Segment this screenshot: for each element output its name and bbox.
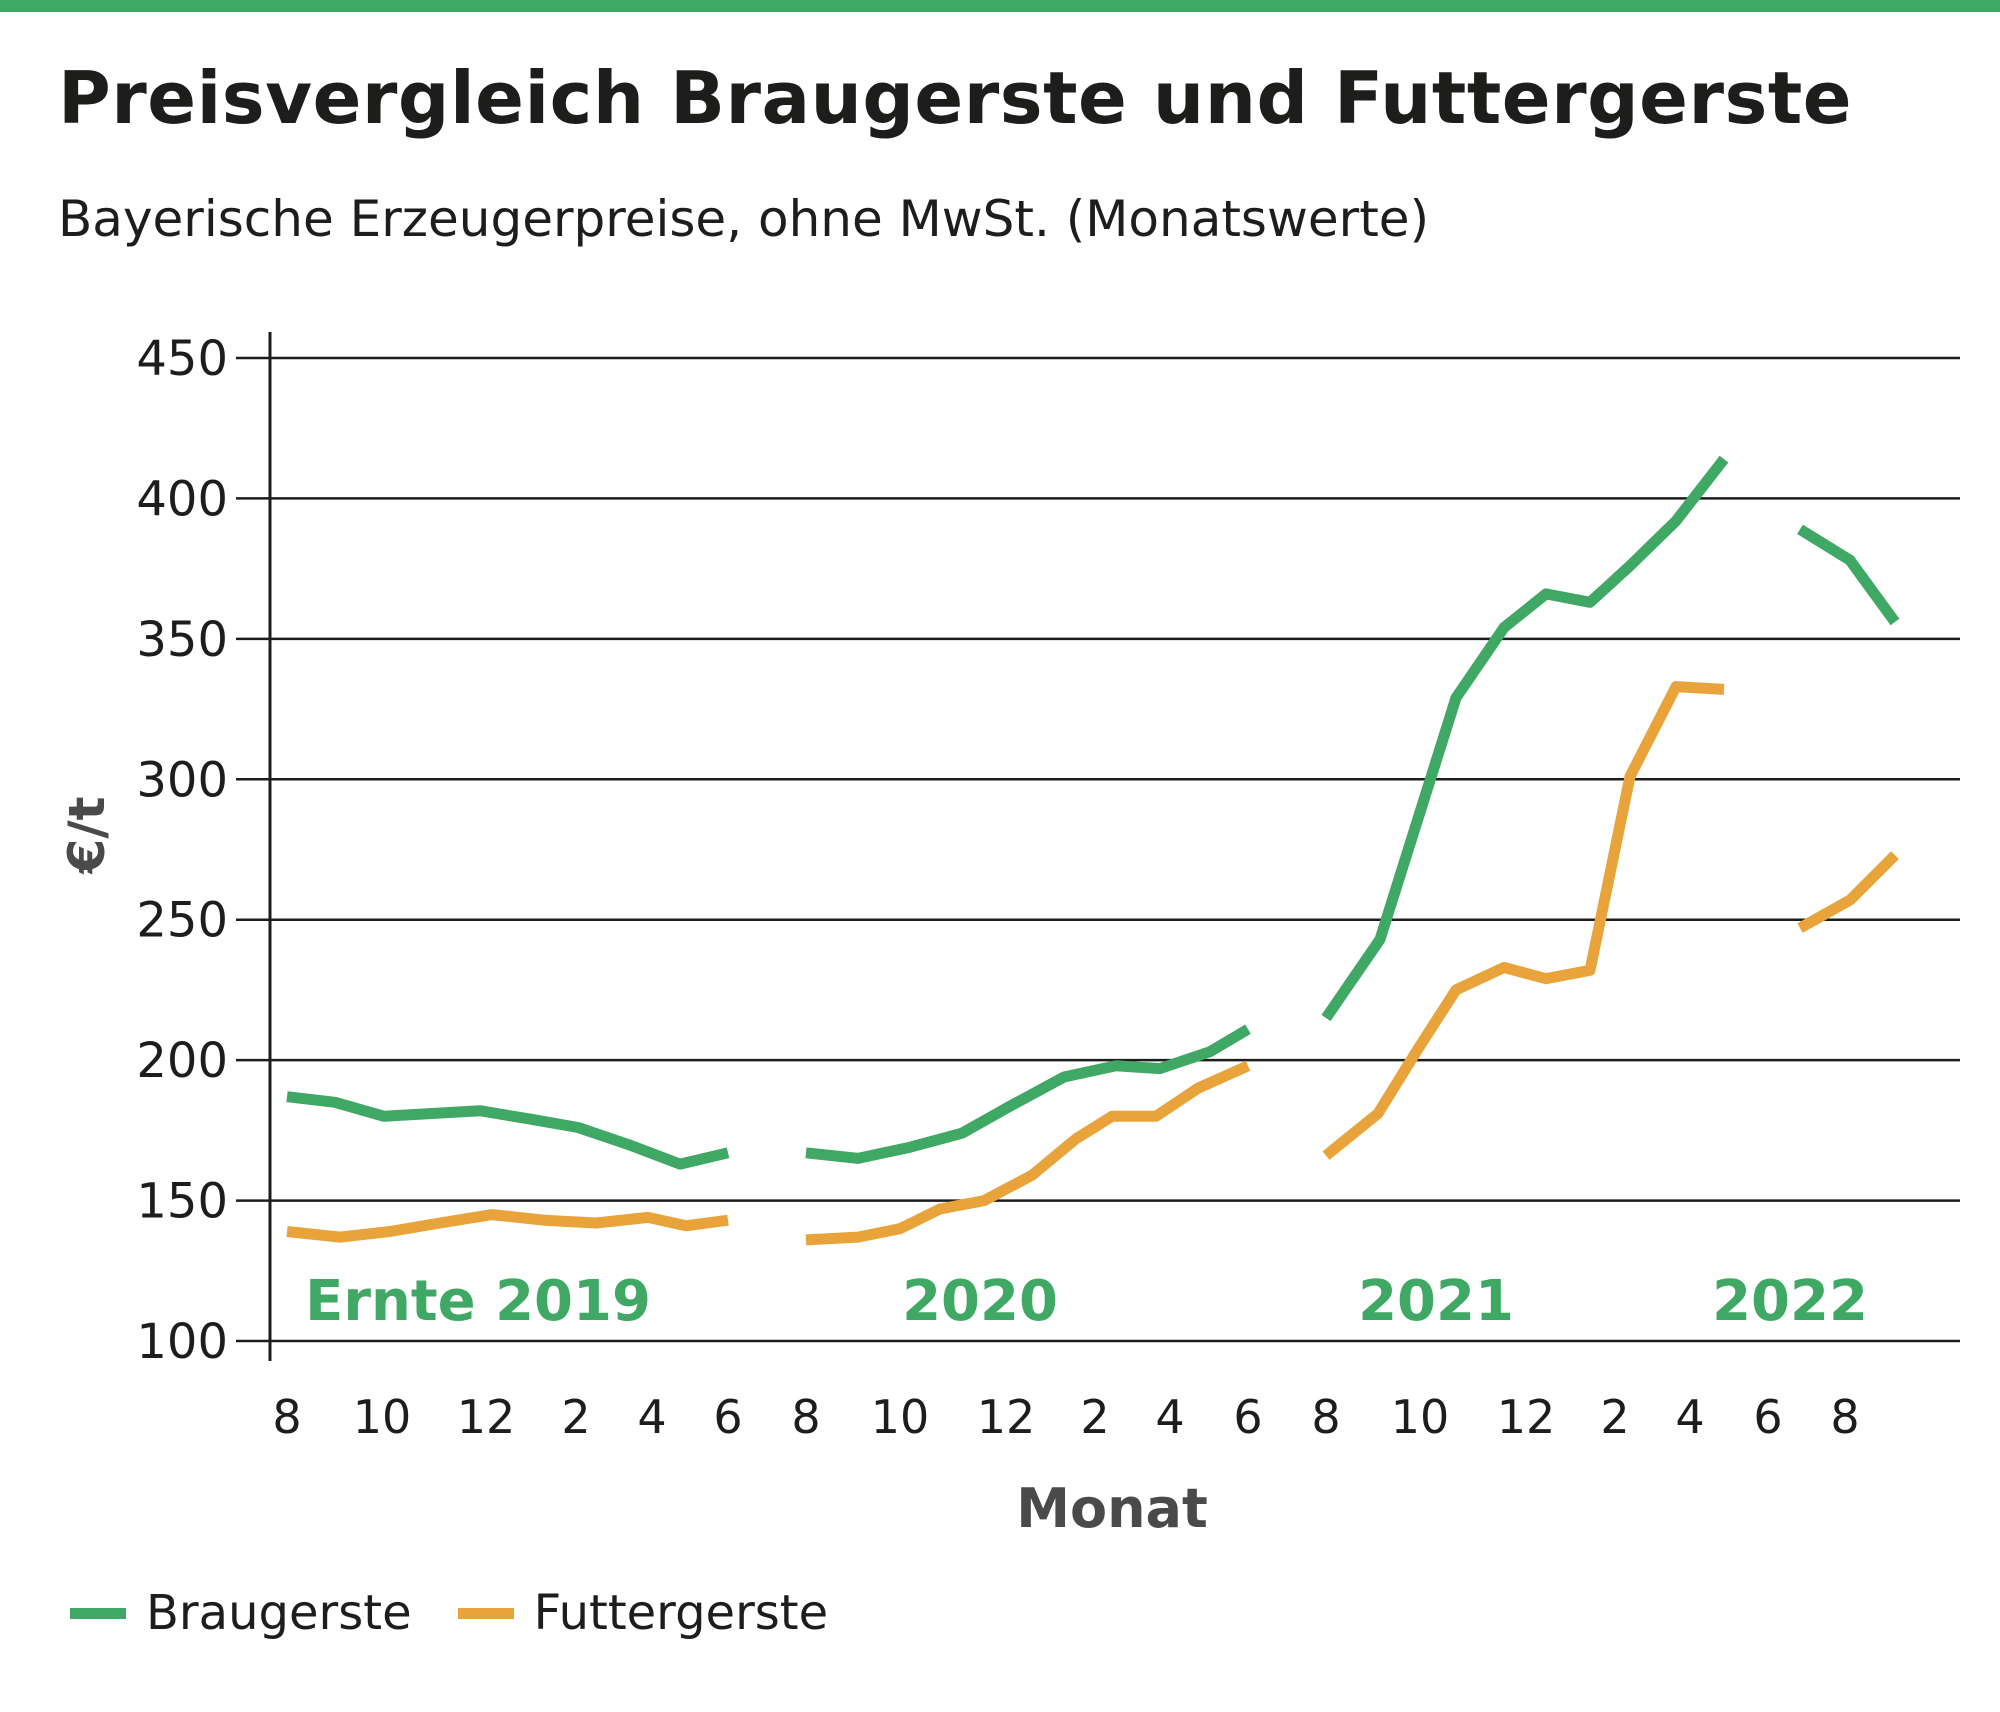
x-tick-label: 4 bbox=[1675, 1390, 1704, 1444]
series-line-futtergerste-1 bbox=[805, 1060, 1251, 1246]
x-tick-label: 2 bbox=[1600, 1390, 1629, 1444]
legend-swatch-braugerste bbox=[70, 1607, 126, 1619]
season-label: 2021 bbox=[1358, 1269, 1514, 1334]
series-line-braugerste-0 bbox=[286, 1091, 730, 1170]
y-tick-label: 200 bbox=[136, 1033, 228, 1089]
chart-subtitle: Bayerische Erzeugerpreise, ohne MwSt. (M… bbox=[58, 190, 1430, 248]
y-tick-label: 100 bbox=[136, 1314, 228, 1370]
legend-item-futtergerste: Futtergerste bbox=[457, 1585, 829, 1641]
series-line-futtergerste-2 bbox=[1322, 681, 1725, 1160]
legend-swatch-futtergerste bbox=[457, 1607, 514, 1619]
top-accent-bar bbox=[0, 0, 2000, 12]
series-line-futtergerste-3 bbox=[1797, 851, 1899, 933]
x-tick-label: 10 bbox=[871, 1390, 930, 1444]
series-line-futtergerste-0 bbox=[286, 1209, 729, 1243]
y-tick-label: 400 bbox=[136, 471, 228, 527]
legend: Braugerste Futtergerste bbox=[70, 1585, 874, 1641]
y-tick-label: 450 bbox=[136, 331, 228, 387]
season-label: Ernte 2019 bbox=[305, 1269, 651, 1334]
x-tick-label: 2 bbox=[1080, 1390, 1109, 1444]
x-tick-label: 12 bbox=[457, 1390, 516, 1444]
x-tick-label: 12 bbox=[1497, 1390, 1556, 1444]
legend-item-braugerste: Braugerste bbox=[70, 1585, 412, 1641]
x-tick-label: 8 bbox=[791, 1390, 820, 1444]
y-tick-label: 250 bbox=[136, 893, 228, 949]
x-tick-label: 4 bbox=[637, 1390, 666, 1444]
x-axis-label: Monat bbox=[1016, 1477, 1208, 1540]
x-tick-label: 2 bbox=[561, 1390, 590, 1444]
y-tick-label: 150 bbox=[136, 1174, 228, 1230]
season-label: 2020 bbox=[902, 1269, 1058, 1334]
season-label: 2022 bbox=[1712, 1269, 1868, 1334]
x-tick-label: 6 bbox=[713, 1390, 742, 1444]
x-tick-label: 12 bbox=[977, 1390, 1036, 1444]
x-tick-label: 10 bbox=[353, 1390, 412, 1444]
x-tick-label: 4 bbox=[1155, 1390, 1184, 1444]
x-tick-label: 8 bbox=[272, 1390, 301, 1444]
y-tick-label: 350 bbox=[136, 612, 228, 668]
y-axis-label: €/t bbox=[58, 797, 116, 875]
x-tick-label: 6 bbox=[1753, 1390, 1782, 1444]
x-tick-label: 10 bbox=[1391, 1390, 1450, 1444]
series-line-braugerste-1 bbox=[805, 1024, 1251, 1164]
x-tick-label: 8 bbox=[1311, 1390, 1340, 1444]
x-tick-label: 6 bbox=[1233, 1390, 1262, 1444]
y-tick-label: 300 bbox=[136, 752, 228, 808]
legend-label-braugerste: Braugerste bbox=[146, 1585, 412, 1641]
legend-label-futtergerste: Futtergerste bbox=[533, 1585, 829, 1641]
series-line-braugerste-3 bbox=[1797, 524, 1900, 626]
series-line-braugerste-2 bbox=[1321, 455, 1729, 1022]
x-tick-label: 8 bbox=[1830, 1390, 1859, 1444]
chart-title: Preisvergleich Braugerste und Futtergers… bbox=[58, 56, 1853, 140]
